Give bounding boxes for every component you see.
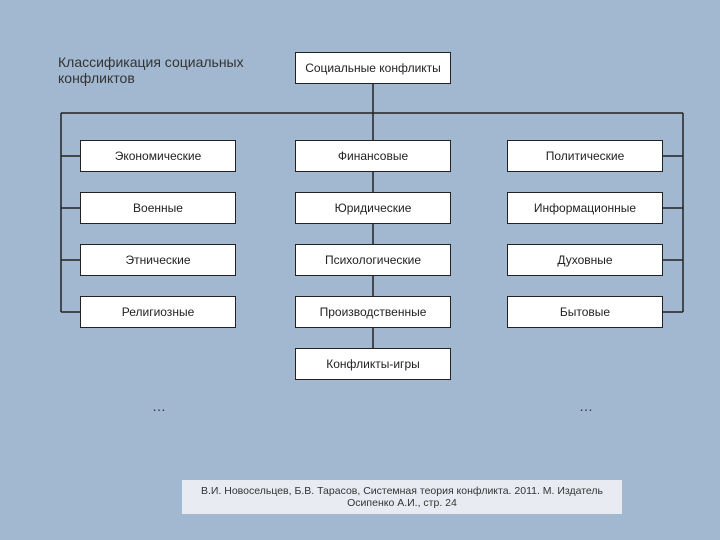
node-center-4: Конфликты-игры (295, 348, 451, 380)
node-label: Психологические (325, 253, 421, 267)
node-center-0: Финансовые (295, 140, 451, 172)
node-right-1: Информационные (507, 192, 663, 224)
node-label: Духовные (557, 253, 612, 267)
node-right-0: Политические (507, 140, 663, 172)
node-label: Политические (546, 149, 625, 163)
node-right-3: Бытовые (507, 296, 663, 328)
node-label: Социальные конфликты (305, 61, 441, 75)
node-center-1: Юридические (295, 192, 451, 224)
ellipsis-left: … (152, 398, 166, 414)
node-label: Бытовые (560, 305, 610, 319)
node-left-0: Экономические (80, 140, 236, 172)
node-label: Военные (133, 201, 183, 215)
node-left-3: Религиозные (80, 296, 236, 328)
node-left-1: Военные (80, 192, 236, 224)
node-label: Информационные (534, 201, 636, 215)
ellipsis-right: … (579, 398, 593, 414)
citation-text: В.И. Новосельцев, Б.В. Тарасов, Системна… (192, 485, 612, 509)
node-right-2: Духовные (507, 244, 663, 276)
node-label: Производственные (320, 305, 427, 319)
node-label: Экономические (115, 149, 202, 163)
node-center-3: Производственные (295, 296, 451, 328)
slide: Классификация социальных конфликтовСоциа… (0, 0, 720, 540)
citation: В.И. Новосельцев, Б.В. Тарасов, Системна… (182, 480, 622, 514)
node-center-2: Психологические (295, 244, 451, 276)
node-root: Социальные конфликты (295, 52, 451, 84)
node-label: Этнические (125, 253, 190, 267)
node-label: Конфликты-игры (326, 357, 420, 371)
node-label: Финансовые (338, 149, 408, 163)
node-left-2: Этнические (80, 244, 236, 276)
node-label: Юридические (335, 201, 412, 215)
node-label: Религиозные (122, 305, 195, 319)
